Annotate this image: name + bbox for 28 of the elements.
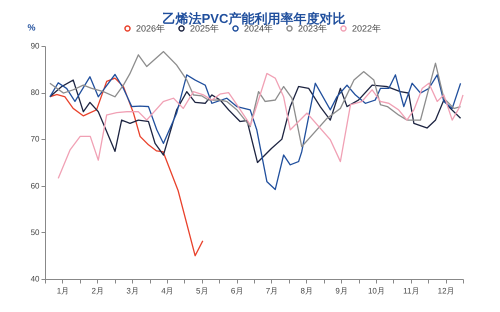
y-tick-label: 80 [30,88,40,98]
x-tick-label: 9月 [335,286,348,296]
x-tick-label: 1月 [56,286,70,296]
y-tick-label: 40 [30,274,40,284]
legend-label: 2026年 [136,24,166,34]
y-tick-label: 90 [30,42,40,50]
x-tick-label: 2月 [92,286,104,296]
y-tick-label: 50 [30,228,40,237]
y-axis-title: % [27,22,36,32]
x-tick-label: 8月 [300,286,313,296]
x-tick-label: 4月 [161,286,174,296]
x-tick-label: 11月 [403,286,420,296]
x-tick-label: 10月 [368,286,385,296]
x-tick-label: 7月 [266,286,278,296]
legend-label: 2024年 [244,24,274,34]
x-tick-label: 12月 [438,286,455,296]
x-tick-label: 5月 [196,286,208,296]
legend-label: 2025年 [190,24,220,34]
x-tick-label: 6月 [230,286,244,296]
chart-title: 乙烯法PVC产能利用率年度对比 [162,11,346,26]
x-tick-label: 3月 [126,286,139,296]
line-series [49,79,462,164]
legend-label: 2023年 [298,24,328,34]
legend-label: 2022年 [352,24,382,34]
line-series [49,78,204,256]
line-series [49,50,462,148]
y-tick-label: 60 [30,181,40,190]
y-tick-label: 70 [30,134,40,144]
